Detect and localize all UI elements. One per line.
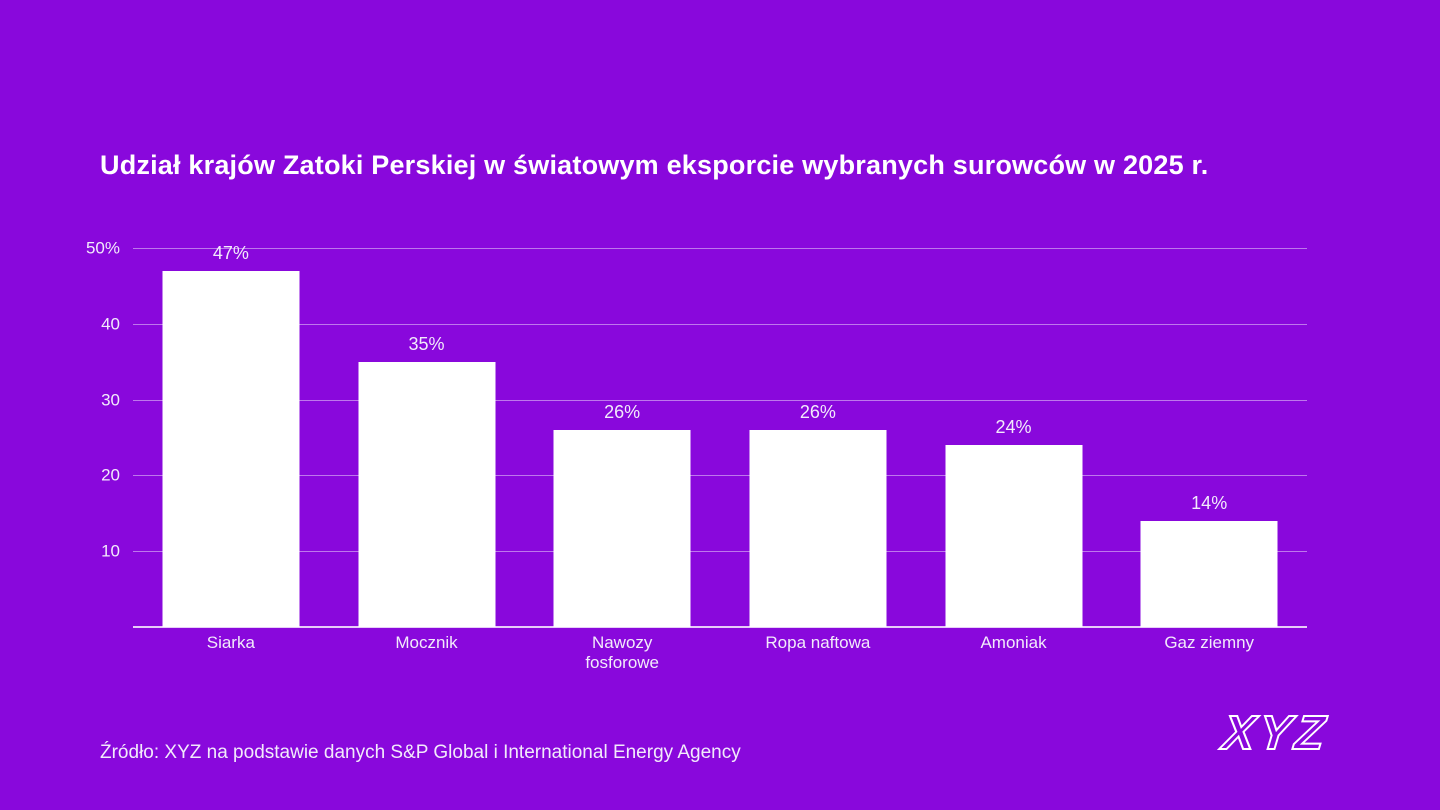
bar-value-label: 35% <box>408 333 445 354</box>
plot-area: 50% 40 30 20 10 47% 35% 26% 26% 24% 14% <box>86 240 1307 628</box>
y-tick-label-10: 10 <box>101 541 120 561</box>
bar-ropa-naftowa <box>749 429 887 627</box>
x-label-slot: Nawozy fosforowe <box>524 633 720 674</box>
bars-container: 47% 35% 26% 26% 24% 14% <box>133 244 1307 627</box>
gridline-20 <box>133 475 1307 477</box>
bar-value-label: 47% <box>212 242 249 263</box>
chart-title: Udział krajów Zatoki Perskiej w światowy… <box>100 150 1209 180</box>
x-axis-label-mocznik: Mocznik <box>395 633 458 652</box>
gridline-50 <box>133 248 1307 249</box>
x-label-slot: Gaz ziemny <box>1111 633 1307 674</box>
bar-slot: 47% <box>133 244 329 627</box>
x-axis-label-nawozy-fosforowe: Nawozy fosforowe <box>585 633 660 673</box>
gridline-40 <box>133 323 1307 325</box>
bar-value-label: 14% <box>1191 492 1228 513</box>
bar-nawozy-fosforowe <box>553 429 691 627</box>
x-axis-label-ropa-naftowa: Ropa naftowa <box>765 633 871 652</box>
bar-slot: 14% <box>1111 248 1307 627</box>
bar-mocznik <box>358 361 495 627</box>
x-label-slot: Siarka <box>133 633 329 674</box>
x-label-slot: Amoniak <box>916 633 1112 674</box>
bar-slot: 26% <box>524 248 720 627</box>
x-axis-label-siarka: Siarka <box>206 633 255 652</box>
bar-slot: 35% <box>329 248 525 627</box>
bar-slot: 24% <box>916 248 1112 627</box>
bar-siarka <box>162 270 300 627</box>
x-label-slot: Ropa naftowa <box>720 633 916 674</box>
gridline-10 <box>133 551 1307 553</box>
bar-value-label: 26% <box>604 401 641 422</box>
x-axis-label-gaz-ziemny: Gaz ziemny <box>1164 633 1255 652</box>
bar-value-label: 24% <box>995 417 1032 438</box>
x-axis-labels: Siarka Mocznik Nawozy fosforowe Ropa naftow… <box>133 633 1307 674</box>
bar-slot: 26% <box>720 248 916 627</box>
y-tick-label-50: 50% <box>85 238 120 258</box>
x-label-slot: Mocznik <box>329 633 525 674</box>
y-tick-label-20: 20 <box>101 465 120 485</box>
x-axis-label-amoniak: Amoniak <box>980 633 1047 652</box>
y-tick-label-30: 30 <box>101 390 120 410</box>
y-tick-label-40: 40 <box>101 314 120 334</box>
x-axis-line <box>133 626 1307 628</box>
bar-amoniak <box>945 445 1083 627</box>
bar-value-label: 26% <box>799 401 836 422</box>
bar-gaz-ziemny <box>1140 520 1278 627</box>
xyz-logo: XYZ <box>1219 706 1332 761</box>
source-note: Źródło: XYZ na podstawie danych S&P Glob… <box>100 742 741 763</box>
gridline-30 <box>133 399 1307 401</box>
